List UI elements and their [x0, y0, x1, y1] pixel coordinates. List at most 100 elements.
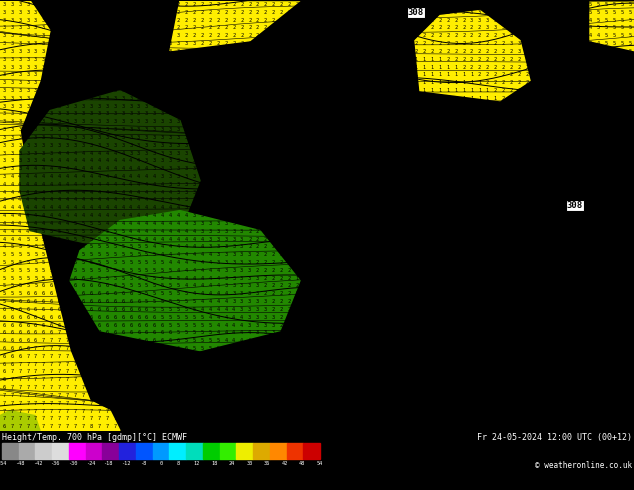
- Text: 2: 2: [446, 25, 450, 30]
- Text: 3: 3: [628, 268, 631, 273]
- Text: 4: 4: [280, 409, 283, 414]
- Text: 0: 0: [335, 260, 339, 265]
- Text: 3: 3: [98, 111, 101, 117]
- Text: 4: 4: [549, 2, 552, 7]
- Text: 3: 3: [10, 143, 13, 148]
- Text: 1: 1: [549, 221, 552, 226]
- Text: 1: 1: [526, 315, 529, 320]
- Text: 3: 3: [549, 96, 552, 101]
- Text: 3: 3: [216, 213, 219, 218]
- Text: 7: 7: [10, 369, 13, 374]
- Text: 5: 5: [26, 237, 29, 242]
- Text: 5: 5: [26, 260, 29, 265]
- Text: 3: 3: [216, 166, 219, 171]
- Text: 1: 1: [288, 245, 291, 249]
- Text: 2: 2: [581, 322, 584, 327]
- Text: 6: 6: [113, 291, 117, 296]
- Text: 2: 2: [280, 268, 283, 273]
- Text: 3: 3: [82, 135, 85, 140]
- Text: 6: 6: [153, 346, 156, 351]
- Text: 3: 3: [589, 166, 592, 171]
- Text: 1: 1: [470, 362, 473, 367]
- Text: 3: 3: [335, 416, 339, 421]
- Text: 2: 2: [501, 96, 505, 101]
- Text: 0: 0: [415, 221, 418, 226]
- Text: 5: 5: [89, 221, 93, 226]
- Text: 7: 7: [42, 362, 45, 367]
- Text: 2: 2: [510, 65, 513, 70]
- Text: 2: 2: [153, 2, 156, 7]
- Text: 4: 4: [58, 182, 61, 187]
- Text: 2: 2: [605, 346, 608, 351]
- Text: 6: 6: [193, 377, 196, 382]
- Text: 5: 5: [628, 65, 631, 70]
- Text: 1: 1: [311, 221, 314, 226]
- Text: 1: 1: [327, 291, 330, 296]
- Text: 7: 7: [3, 409, 6, 414]
- Text: 4: 4: [113, 221, 117, 226]
- Text: 3: 3: [26, 73, 29, 77]
- Text: 0: 0: [438, 283, 441, 289]
- Text: 7: 7: [74, 385, 77, 390]
- Text: 3: 3: [224, 143, 228, 148]
- Text: 7: 7: [113, 385, 117, 390]
- Text: 7: 7: [42, 393, 45, 398]
- Text: 3: 3: [605, 276, 608, 281]
- Text: 2: 2: [565, 260, 568, 265]
- Text: 5: 5: [193, 322, 196, 327]
- Text: 0: 0: [415, 260, 418, 265]
- Text: 2: 2: [193, 10, 196, 15]
- Text: 4: 4: [153, 190, 156, 195]
- Text: 2: 2: [280, 150, 283, 155]
- Text: 4: 4: [129, 182, 133, 187]
- Text: 0: 0: [446, 182, 450, 187]
- Text: 3: 3: [89, 119, 93, 124]
- Text: 4: 4: [628, 158, 631, 163]
- Text: 2: 2: [581, 276, 584, 281]
- Text: 4: 4: [573, 2, 576, 7]
- Text: 6: 6: [89, 291, 93, 296]
- Text: 6: 6: [184, 377, 188, 382]
- Text: 1: 1: [288, 182, 291, 187]
- Text: 3: 3: [224, 245, 228, 249]
- Text: 3: 3: [184, 190, 188, 195]
- Text: 1: 1: [304, 158, 307, 163]
- Text: 1: 1: [311, 237, 314, 242]
- Text: 5: 5: [256, 409, 259, 414]
- Text: 4: 4: [589, 18, 592, 23]
- Text: 2: 2: [264, 65, 267, 70]
- Text: 2: 2: [415, 10, 418, 15]
- Text: 3: 3: [232, 260, 235, 265]
- Text: 0: 0: [343, 221, 346, 226]
- Text: 3: 3: [10, 119, 13, 124]
- Text: 3: 3: [501, 25, 505, 30]
- Text: 2: 2: [533, 401, 536, 406]
- Text: 4: 4: [581, 65, 584, 70]
- Text: 1: 1: [415, 65, 418, 70]
- Text: 4: 4: [621, 96, 624, 101]
- Text: 5: 5: [216, 354, 219, 359]
- Text: 4: 4: [264, 362, 267, 367]
- Text: 3: 3: [105, 41, 108, 46]
- Text: 7: 7: [74, 409, 77, 414]
- Text: 3: 3: [184, 158, 188, 163]
- Text: 3: 3: [161, 65, 164, 70]
- Text: 1: 1: [304, 237, 307, 242]
- Text: 3: 3: [58, 104, 61, 109]
- Text: 2: 2: [272, 213, 275, 218]
- Text: 3: 3: [113, 104, 117, 109]
- Text: 4: 4: [177, 197, 180, 202]
- Text: 5: 5: [248, 424, 251, 429]
- Text: 2: 2: [406, 18, 410, 23]
- Text: 3: 3: [224, 283, 228, 289]
- Text: 2: 2: [288, 276, 291, 281]
- Text: 1: 1: [327, 88, 330, 93]
- Polygon shape: [415, 11, 530, 100]
- Text: 4: 4: [295, 416, 299, 421]
- Text: 2: 2: [581, 205, 584, 210]
- Text: 5: 5: [621, 10, 624, 15]
- Text: 4: 4: [3, 221, 6, 226]
- Text: 6: 6: [145, 330, 148, 335]
- Text: 3: 3: [589, 104, 592, 109]
- Text: 3: 3: [581, 119, 584, 124]
